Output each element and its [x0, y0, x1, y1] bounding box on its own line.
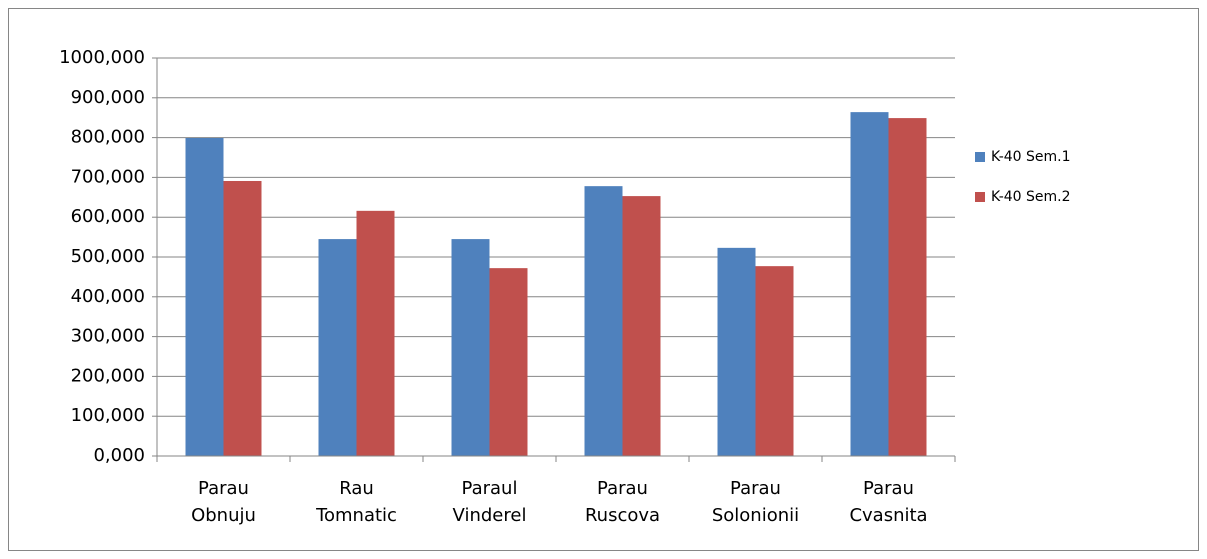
y-tick-label: 0,000	[93, 445, 145, 466]
bar	[584, 186, 623, 456]
y-tick-label: 100,000	[71, 405, 145, 426]
y-tick-label: 700,000	[71, 166, 145, 187]
bar	[755, 266, 794, 456]
y-tick-label: 500,000	[71, 246, 145, 267]
bar	[489, 268, 528, 456]
bar	[318, 239, 357, 456]
legend-label: K-40 Sem.2	[991, 189, 1071, 205]
x-tick-label: Parau Solonionii	[711, 478, 800, 526]
x-tick-label: Paraul Vinderel	[452, 478, 527, 526]
bar	[717, 247, 756, 456]
legend-swatch	[975, 192, 985, 202]
bar	[622, 196, 661, 456]
y-tick-label: 800,000	[71, 127, 145, 148]
x-tick-label: Parau Cvasnita	[849, 478, 928, 526]
bar	[888, 118, 927, 457]
y-tick-label: 900,000	[71, 87, 145, 108]
x-tick-label: Parau Obnuju	[191, 478, 256, 526]
y-tick-label: 400,000	[71, 286, 145, 307]
legend-label: K-40 Sem.1	[991, 149, 1071, 165]
y-tick-label: 600,000	[71, 206, 145, 227]
bar	[850, 112, 889, 457]
bar	[356, 210, 395, 456]
y-tick-label: 200,000	[71, 365, 145, 386]
y-tick-label: 1000,000	[59, 47, 145, 68]
bar	[185, 137, 224, 457]
y-tick-label: 300,000	[71, 326, 145, 347]
bar	[223, 180, 262, 456]
x-tick-label: Rau Tomnatic	[316, 478, 397, 526]
bar	[451, 239, 490, 456]
x-tick-label: Parau Ruscova	[584, 478, 661, 526]
legend-swatch	[975, 152, 985, 162]
